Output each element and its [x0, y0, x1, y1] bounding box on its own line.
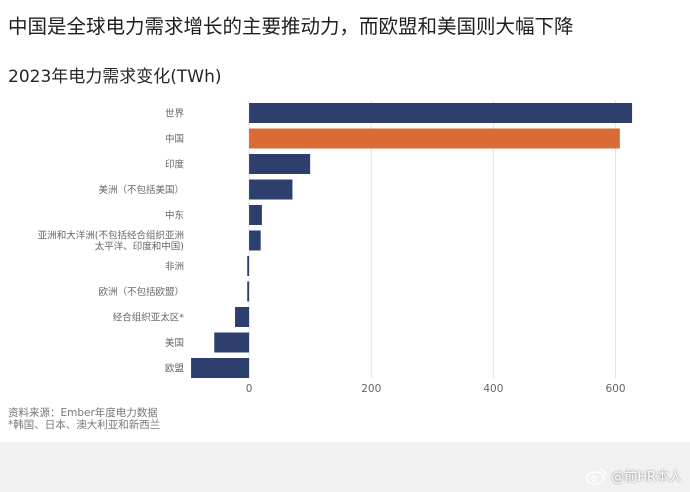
bar — [247, 281, 250, 302]
category-label: 世界 — [165, 108, 185, 120]
watermark: @前HR本人 — [585, 466, 682, 485]
category-label: 经合组织亚太区* — [113, 312, 185, 324]
headline: 中国是全球电力需求增长的主要推动力，而欧盟和美国则大幅下降 — [8, 15, 574, 38]
bar — [249, 154, 311, 174]
x-tick-label: 400 — [483, 383, 503, 395]
bar — [214, 332, 250, 353]
bar — [191, 358, 250, 378]
category-label: 亚洲和大洋洲(不包括经合组织亚洲 — [38, 230, 184, 242]
category-label: 印度 — [165, 159, 185, 171]
bar — [249, 128, 620, 149]
bar — [249, 179, 293, 200]
bar — [235, 307, 250, 327]
x-tick-label: 200 — [361, 383, 381, 395]
category-label: 美洲（不包括美国） — [98, 184, 184, 196]
category-label: 欧洲（不包括欧盟） — [98, 286, 184, 298]
source-note: 资料来源：Ember年度电力数据 — [8, 407, 158, 419]
weibo-icon — [585, 468, 606, 485]
category-label: 中东 — [165, 210, 184, 222]
watermark-text: @前HR本人 — [611, 470, 682, 485]
category-label: 美国 — [165, 337, 184, 349]
bar — [249, 230, 261, 251]
x-tick-label: 600 — [606, 383, 626, 395]
chart-notes: 资料来源：Ember年度电力数据 *韩国、日本、澳大利亚和新西兰 — [8, 407, 160, 431]
bar — [247, 256, 250, 276]
category-label: 非洲 — [165, 261, 184, 273]
category-label: 太平洋、印度和中国) — [95, 241, 184, 253]
category-label: 欧盟 — [165, 363, 185, 375]
chart-title: 2023年电力需求变化(TWh) — [8, 67, 222, 87]
footnote: *韩国、日本、澳大利亚和新西兰 — [8, 419, 161, 431]
category-label: 中国 — [165, 133, 184, 145]
x-tick-label: 0 — [246, 383, 253, 395]
footer-band — [0, 442, 690, 492]
bar — [249, 103, 633, 123]
bar — [249, 205, 262, 225]
